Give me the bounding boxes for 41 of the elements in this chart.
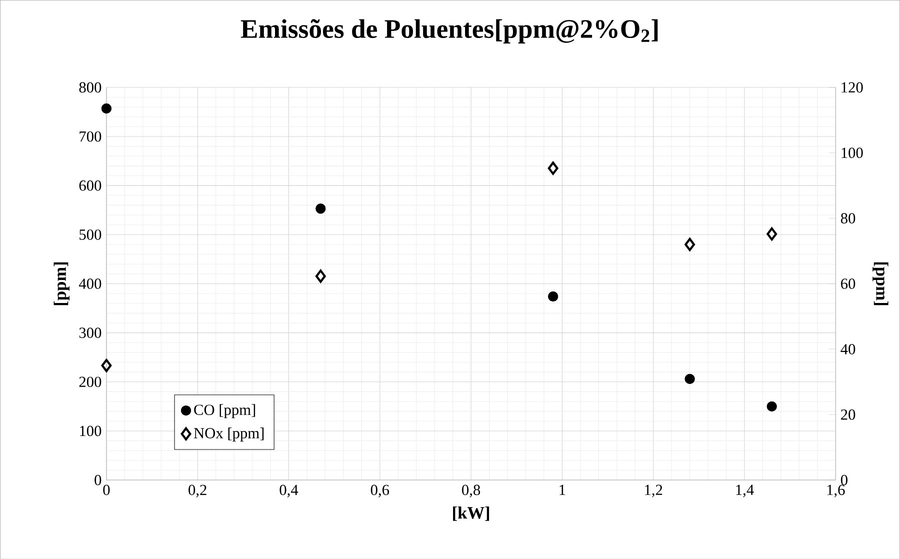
y2-tick-label: 40 [840,344,856,354]
x-tick-label: 1 [560,484,566,495]
x-tick-label: 1,4 [736,484,754,498]
x-tick-label: 1,6 [827,484,845,498]
x-tick-label: 0,6 [370,484,390,498]
point [315,269,326,283]
chart-title: Emissões de Poluentes[ppm@2%O$_{2}$] [240,18,658,44]
y-tick-label: 500 [80,229,102,240]
legend-label: CO [ppm] [194,404,256,418]
y2-tick-label: 80 [840,212,856,224]
x-tick-label: 0,2 [188,484,206,498]
y-tick-label: 400 [78,278,102,289]
point [684,238,696,251]
y-tick-label: 700 [80,131,102,142]
point [101,358,112,372]
point [766,227,778,240]
y-tick-label: 200 [79,376,102,387]
point [101,103,112,114]
point [548,161,558,175]
point [548,291,558,302]
y2-tick-label: 120 [842,82,863,92]
legend-label: NOx [ppm] [194,427,264,442]
point [316,203,326,214]
y-tick-label: 600 [79,180,102,191]
y-axis-title: [ppm] [54,262,70,305]
x-tick-label: 0,8 [462,484,480,498]
x-tick-label: 1,2 [645,484,662,498]
y2-axis-title: [ppm] [872,262,888,305]
y-tick-label: 300 [79,327,102,338]
y2-tick-label: 100 [842,147,863,158]
point [684,374,695,384]
x-axis-title: [kW] [453,506,490,521]
point [766,401,777,412]
y-tick-label: 100 [80,426,102,436]
y2-tick-label: 0 [840,474,848,485]
y-tick-label: 0 [94,474,102,485]
y-tick-label: 800 [79,82,102,92]
y2-tick-label: 20 [841,409,856,420]
x-tick-label: 0 [103,484,110,495]
y2-tick-label: 60 [841,278,856,289]
x-tick-label: 0,4 [280,484,298,498]
